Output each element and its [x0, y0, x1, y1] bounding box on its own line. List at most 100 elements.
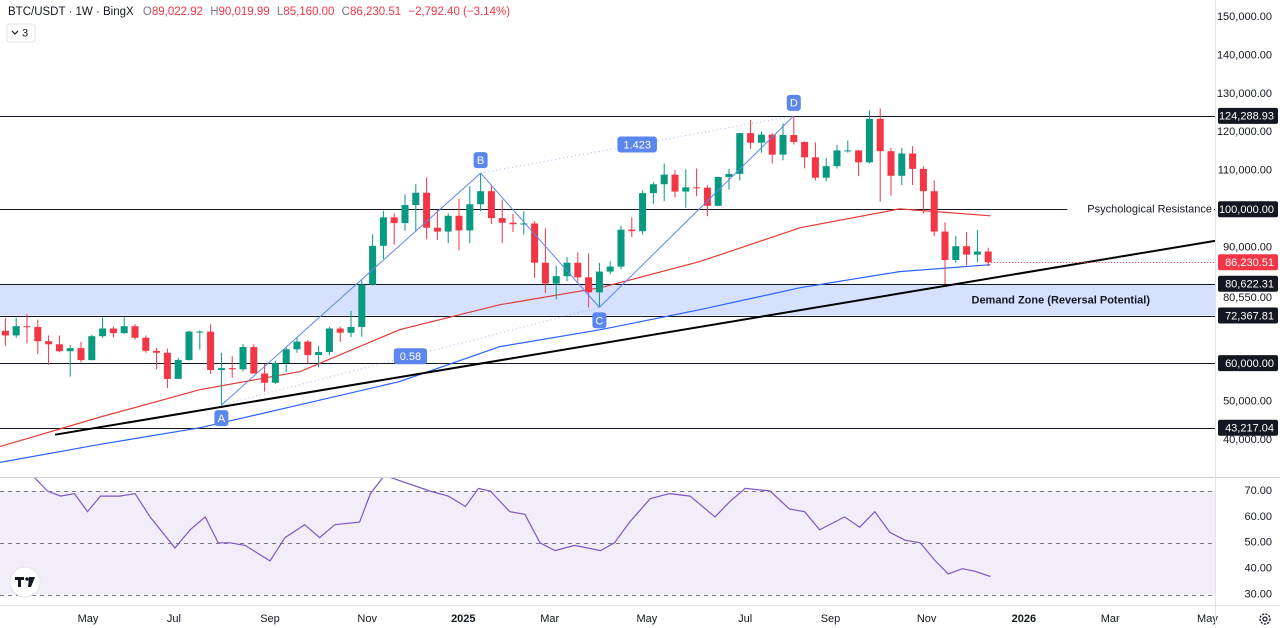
candle-body: [153, 350, 161, 353]
x-tick-label: Mar: [1101, 613, 1120, 625]
logo[interactable]: [9, 566, 41, 598]
pattern-leg: [599, 115, 795, 308]
logo-part[interactable]: [18, 577, 21, 587]
candle-body: [768, 134, 776, 155]
pattern-point-box: [592, 312, 607, 329]
candle-body: [736, 133, 744, 174]
pattern-point-box: [786, 94, 801, 111]
candle-body: [282, 349, 290, 364]
candle-body: [984, 251, 992, 263]
x-tick-label: 2026: [1012, 613, 1036, 625]
toggle-box[interactable]: [6, 23, 36, 43]
candle-body: [271, 363, 279, 383]
candle-body: [55, 344, 63, 352]
ratio-label: 0.58: [400, 351, 421, 363]
x-tick-label: May: [1197, 613, 1218, 625]
candle-body: [45, 341, 53, 345]
candle-body: [541, 262, 549, 284]
candle-body: [671, 174, 679, 192]
indicator-count[interactable]: 3: [22, 27, 28, 39]
candle-body: [941, 231, 949, 261]
level-label: 72,367.81: [1225, 310, 1274, 322]
candle-body: [304, 341, 312, 356]
y-tick-label: 40,000.00: [1223, 434, 1272, 446]
candle-body: [639, 193, 647, 232]
y-tick-label: 110,000.00: [1218, 165, 1272, 177]
symbol: BTC/USDT · 1W · BingX: [8, 6, 134, 18]
candle-body: [844, 150, 852, 152]
candle-body: [649, 184, 657, 194]
level-label: 100,000.00: [1219, 204, 1274, 216]
candle-body: [250, 346, 258, 374]
candle-body: [174, 360, 182, 379]
rsi-pane: [0, 478, 1215, 596]
y-tick-label: 90,000.00: [1223, 242, 1272, 254]
x-tick-label: Nov: [917, 613, 937, 625]
zone-label: Demand Zone (Reversal Potential): [972, 295, 1151, 307]
candle-body: [131, 326, 139, 338]
candle-body: [919, 168, 927, 192]
candle-body: [498, 218, 506, 223]
candle-body: [628, 229, 636, 232]
ohlc-key: H: [210, 6, 218, 18]
last-price-label-box: [1218, 254, 1278, 271]
candle-body: [228, 368, 236, 370]
y-tick-label: 140,000.00: [1217, 49, 1272, 61]
pattern-point-label: B: [477, 155, 484, 167]
level-label: 124,288.93: [1219, 111, 1274, 123]
logo-part[interactable]: [25, 577, 29, 581]
candle-body: [865, 118, 873, 163]
x-tick-label: 2025: [451, 613, 475, 625]
candle-body: [973, 251, 981, 255]
settings-button[interactable]: [1259, 613, 1271, 625]
candle-body: [563, 262, 571, 277]
indicators-toggle[interactable]: 3: [6, 23, 36, 43]
candle-body: [142, 337, 150, 351]
candle-body: [930, 191, 938, 232]
pattern-point-label: A: [218, 413, 226, 425]
candle-body: [369, 245, 377, 285]
note-background: [1067, 201, 1214, 218]
level-note: Psychological Resistance: [1087, 203, 1212, 215]
pattern-point-box: [214, 410, 229, 427]
rsi-tick-label: 70.00: [1244, 485, 1272, 497]
pattern-leg: [480, 172, 600, 308]
candle-body: [379, 217, 387, 246]
candle-body: [315, 351, 323, 356]
candle-body: [34, 326, 42, 342]
candle-body: [12, 326, 20, 336]
rsi-line: [34, 478, 991, 578]
logo-circle[interactable]: [9, 566, 41, 598]
candle-body: [887, 151, 895, 176]
ratio-label: 1.423: [623, 139, 651, 151]
candle-body: [574, 262, 582, 278]
candle-body: [747, 133, 755, 143]
level-label-box: [1218, 107, 1278, 124]
x-tick-label: Jul: [738, 613, 752, 625]
axes: 40,000.00 50,000.00 90,000.00 110,000.00 120…: [78, 11, 1278, 625]
chevron-icon[interactable]: [11, 30, 19, 35]
candle-body: [347, 326, 355, 333]
y-tick-label: 150,000.00: [1217, 11, 1272, 23]
candle-body: [693, 187, 701, 189]
candle-body: [455, 215, 463, 231]
candle-body: [779, 135, 787, 155]
gear-icon[interactable]: [1259, 613, 1271, 625]
candle-body: [855, 150, 863, 163]
level-label-box: [1218, 355, 1278, 372]
logo-part[interactable]: [28, 577, 35, 587]
candle-body: [88, 336, 96, 361]
gear-icon[interactable]: [1262, 616, 1268, 622]
candle-body: [23, 326, 31, 328]
x-tick-label: May: [637, 613, 658, 625]
candle-body: [552, 276, 560, 284]
candle-body: [77, 348, 85, 361]
ratio-box: [617, 136, 657, 153]
ohlc-value: 85,160.00: [283, 6, 334, 18]
candle-body: [876, 118, 884, 152]
candle-body: [185, 331, 193, 361]
candle-body: [196, 331, 204, 333]
candle-body: [617, 229, 625, 267]
candle-body: [99, 328, 107, 337]
